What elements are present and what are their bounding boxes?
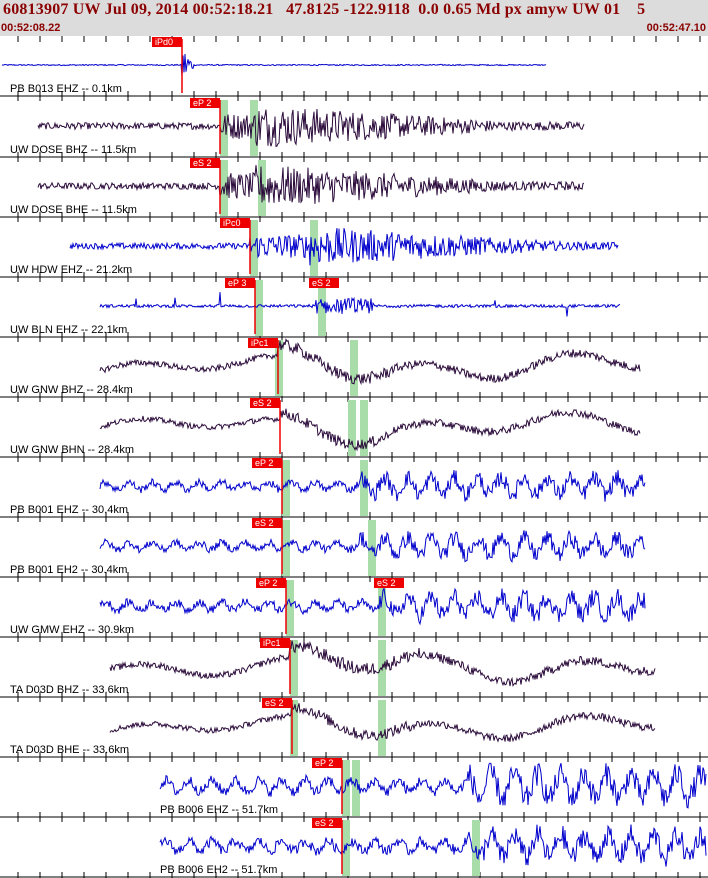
header-bar: 60813907 UW Jul 09, 2014 00:52:18.21 47.… <box>0 0 708 36</box>
pick-window <box>250 100 258 156</box>
waveform-trace <box>99 586 646 626</box>
pick-box <box>252 518 282 528</box>
waveform-trace <box>99 292 621 317</box>
pick-window <box>250 220 258 276</box>
pick-label: iPc1 <box>251 338 269 348</box>
waveform-trace <box>99 338 641 386</box>
station-label: UW HDW EHZ -- 21.2km <box>10 264 132 276</box>
time-start-label: 00:52:08.22 <box>1 22 61 34</box>
pick-label: iPc1 <box>263 638 281 648</box>
waveform-trace <box>99 529 646 564</box>
pick-window <box>342 760 350 816</box>
pick-box <box>252 458 282 468</box>
station-label: UW GNW BHZ -- 28.4km <box>10 384 133 396</box>
pick-box <box>312 818 342 828</box>
pick-window <box>352 760 360 816</box>
pick-window <box>282 460 290 516</box>
pick-label: eS 2 <box>253 398 272 408</box>
pick-box <box>248 338 278 348</box>
waveform-trace <box>109 640 656 687</box>
waveform-trace <box>159 762 707 809</box>
pick-window <box>360 400 368 456</box>
pick-window <box>290 700 298 756</box>
pick-window <box>378 580 386 636</box>
event-title: 60813907 UW Jul 09, 2014 00:52:18.21 47.… <box>3 1 646 18</box>
pick-box <box>220 218 250 228</box>
waveform-trace <box>99 469 646 502</box>
pick-box <box>190 158 220 168</box>
station-label: UW DOSE BHE -- 11.5km <box>10 204 137 216</box>
pick-label: eS 2 <box>312 278 331 288</box>
pick-window <box>360 460 368 516</box>
pick-label: eS 2 <box>377 578 396 588</box>
pick-label: eP 2 <box>259 578 277 588</box>
pick-label: eS 2 <box>315 818 334 828</box>
pick-label: eP 3 <box>228 278 246 288</box>
pick-label: eS 2 <box>265 698 284 708</box>
pick-window <box>350 340 358 396</box>
pick-window <box>290 640 298 696</box>
station-label: PB B001 EHZ -- 30.4km <box>10 504 128 516</box>
pick-box <box>225 278 255 288</box>
waveform-trace <box>69 228 619 266</box>
pick-window <box>220 160 228 216</box>
station-label: UW GMW EHZ -- 30.9km <box>10 624 134 636</box>
pick-box <box>374 578 404 588</box>
pick-label: iPd0 <box>155 37 173 47</box>
waveform-trace <box>37 165 585 204</box>
pick-window <box>378 700 386 756</box>
pick-box <box>309 278 339 288</box>
pick-box <box>190 98 220 108</box>
pick-box <box>312 758 342 768</box>
pick-label: eP 2 <box>193 98 211 108</box>
pick-label: eP 2 <box>255 458 273 468</box>
waveform-trace <box>99 408 641 452</box>
station-label: UW BLN EHZ -- 22.1km <box>10 324 127 336</box>
pick-window <box>255 280 263 336</box>
pick-label: iPc0 <box>223 218 241 228</box>
station-label: TA D03D BHZ -- 33.6km <box>10 684 128 696</box>
station-label: PB B006 EHZ -- 51.7km <box>160 804 278 816</box>
station-label: PB B013 EHZ -- 0.1km <box>10 83 122 95</box>
pick-window <box>348 400 356 456</box>
pick-box <box>262 698 292 708</box>
pick-box <box>152 37 182 47</box>
station-label: PB B001 EH2 -- 30.4km <box>10 564 127 576</box>
station-label: UW DOSE BHZ -- 11.5km <box>10 144 136 156</box>
pick-window <box>220 100 228 156</box>
waveform-trace <box>37 108 585 148</box>
station-label: TA D03D BHE -- 33.6km <box>10 744 129 756</box>
pick-window <box>275 340 283 396</box>
pick-box <box>260 638 290 648</box>
pick-label: eS 2 <box>193 158 212 168</box>
pick-window <box>318 280 326 336</box>
pick-window <box>286 580 294 636</box>
station-label: UW GNW BHN -- 28.4km <box>10 444 134 456</box>
pick-label: eP 2 <box>315 758 333 768</box>
waveform-trace <box>1 53 547 76</box>
time-end-label: 00:52:47.10 <box>646 22 706 34</box>
waveform-trace <box>109 703 656 743</box>
pick-box <box>250 398 280 408</box>
pick-label: eS 2 <box>255 518 274 528</box>
waveform-trace <box>159 824 707 867</box>
pick-window <box>282 520 290 576</box>
pick-box <box>256 578 286 588</box>
station-label: PB B006 EH2 -- 51.7km <box>160 864 277 876</box>
